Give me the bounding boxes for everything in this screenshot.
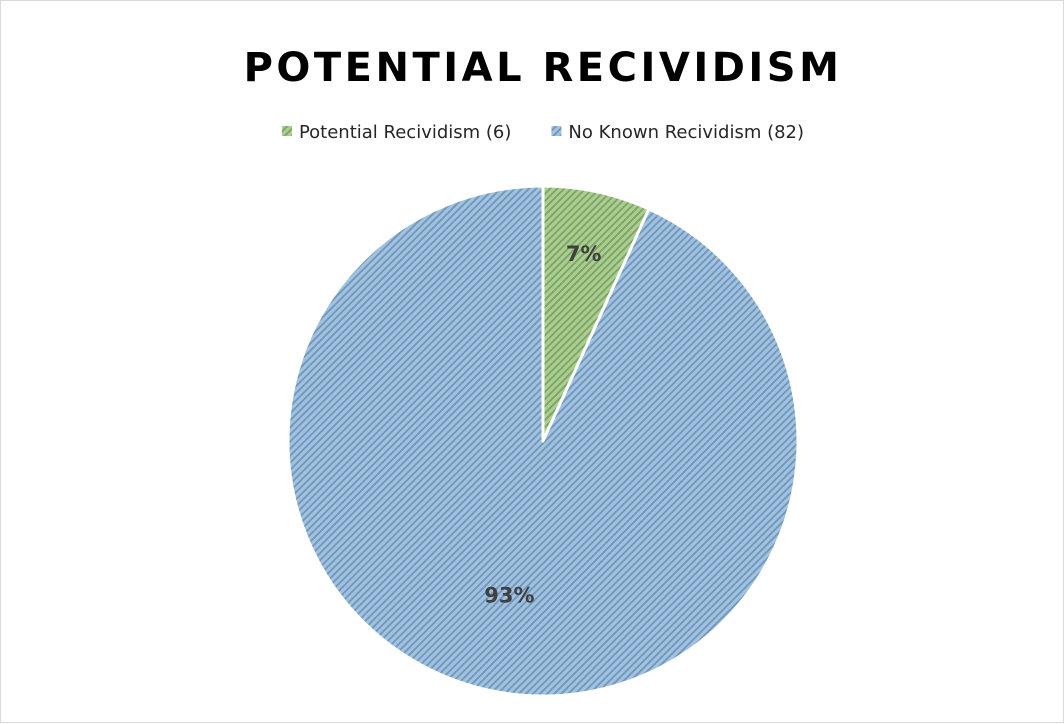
slice-data-label: 7% — [566, 242, 602, 266]
legend-item: No Known Recividism (82) — [551, 122, 804, 143]
legend-label: Potential Recividism (6) — [299, 122, 511, 143]
pie-slices — [286, 184, 800, 698]
legend-label: No Known Recividism (82) — [568, 122, 804, 143]
pie-slice — [541, 184, 651, 443]
legend-swatch — [281, 126, 292, 136]
chart-title: POTENTIAL RECIVIDISM — [244, 45, 843, 91]
legend: Potential Recividism (6) No Known Recivid… — [281, 122, 804, 143]
legend-item: Potential Recividism (6) — [281, 122, 511, 143]
legend-swatch — [551, 126, 562, 136]
data-labels: 7% 93% — [484, 242, 601, 607]
slice-data-label: 93% — [484, 583, 534, 607]
pie-slice — [286, 184, 800, 698]
